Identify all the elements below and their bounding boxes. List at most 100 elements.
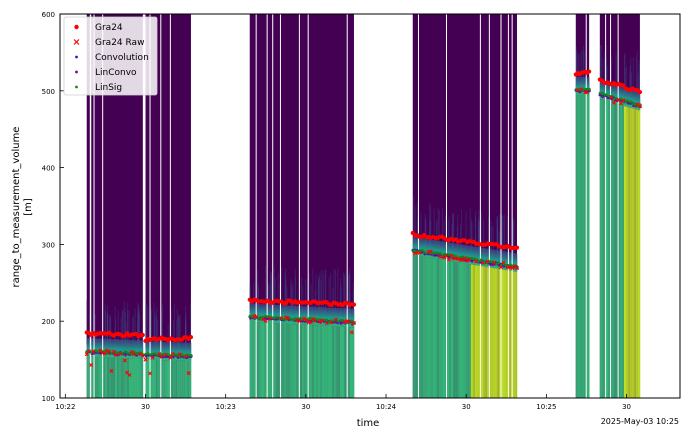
heatmap-cell [257,303,261,323]
heatmap-cell [464,245,468,264]
y-axis-unit: [m] [23,198,34,216]
gra24-raw-point [143,357,148,362]
heatmap-cell [309,306,313,326]
gra24-raw-point [104,348,109,353]
heatmap-gap [272,14,274,398]
x-tick-label: 30 [622,403,631,411]
heatmap-cell [446,242,450,261]
heatmap-cell [126,339,130,359]
gra24-raw-point [444,254,449,259]
heatmap-cell [299,324,303,398]
heatmap-cell [140,340,144,359]
heatmap-cell [450,242,454,262]
heatmap-cell [416,237,420,256]
heatmap-cell [460,244,464,263]
linsig-point [588,87,591,91]
heatmap-cell [480,266,484,398]
heatmap-cell [428,239,432,258]
gra24-raw-point [109,368,114,373]
heatmap-cell [98,338,102,358]
x-axis: 10:22 30 10:23 30 10:24 30 10:25 30 [55,394,631,411]
heatmap-cell [629,89,633,108]
heatmap-gap [102,14,104,398]
heatmap-cell [106,338,110,358]
heatmap-cell [313,306,317,326]
gra24-point [514,245,520,250]
heatmap-cell [263,322,267,398]
heatmap-cell [331,307,335,327]
heatmap-cell [484,266,488,398]
heatmap-cell [321,325,325,398]
heatmap-cell [601,99,605,398]
heatmap-gap [585,14,587,398]
gra24-raw-point [295,317,300,322]
heatmap-cell [500,251,504,270]
heatmap-cell [267,322,271,398]
heatmap-gap [479,14,481,398]
linsig-point [438,251,442,255]
heatmap-cell [579,95,582,398]
gra24-raw-point [619,101,624,106]
x-tick-label: 10:24 [376,403,397,411]
heatmap-cell [631,90,635,109]
heatmap-cell [313,325,317,398]
heatmap-cell [492,249,496,269]
heatmap-cell [329,326,333,398]
heatmap-cell [609,102,613,398]
linsig-point [432,251,435,255]
heatmap-cell [416,255,420,398]
heatmap-cell [301,306,305,325]
heatmap-gap [445,14,447,398]
heatmap-cell [615,85,619,104]
gra24-raw-point [621,98,626,103]
heatmap-cell [611,102,615,398]
heatmap-cell [151,359,154,398]
heatmap-cell [104,338,108,358]
y-tick-label: 500 [42,88,55,96]
linconvo-point [249,317,252,320]
heatmap-cell [145,359,148,398]
linsig-point [123,350,127,354]
heatmap-cell [476,265,480,398]
heatmap-cell [587,76,590,96]
heatmap-cell [329,307,333,327]
heatmap-cell [575,76,579,96]
heatmap-cell [460,262,464,398]
heatmap-cell [106,357,110,398]
heatmap-cell [504,251,508,271]
heatmap-cell [132,358,136,398]
linconvo-point [144,355,148,358]
heatmap-cell [299,306,303,325]
plot-frame [59,13,681,399]
heatmap-cell [327,326,331,398]
heatmap-cell [188,361,192,398]
heatmap-cell [325,307,329,326]
heatmap-cell [279,323,283,398]
gra24-raw-point [637,104,642,109]
heatmap-cell [128,358,132,398]
heatmap-cell [122,358,126,398]
linsig-point [180,353,184,357]
linsig-point [187,353,191,357]
x-axis-label: time [357,418,380,429]
linsig-point [488,260,492,263]
heatmap-cell [601,81,605,100]
heatmap-cell [414,255,418,398]
heatmap-cell [349,327,353,398]
heatmap-cell [311,306,315,326]
linsig-point [624,99,628,103]
gra24-raw-point [324,321,329,326]
heatmap-cell [269,323,273,398]
gra24-raw-point [100,350,105,355]
heatmap-cell [283,323,287,398]
heatmap-cell [249,303,253,322]
heatmap-cell [177,360,180,398]
heatmap-cell [155,359,158,398]
legend-label: LinSig [95,83,122,93]
heatmap-cell [285,305,289,324]
heatmap-gap [160,14,162,398]
heatmap-cell [114,357,118,398]
legend-label: Gra24 Raw [95,38,144,48]
heatmap-cell [422,238,426,257]
heatmap-cell [295,305,299,325]
